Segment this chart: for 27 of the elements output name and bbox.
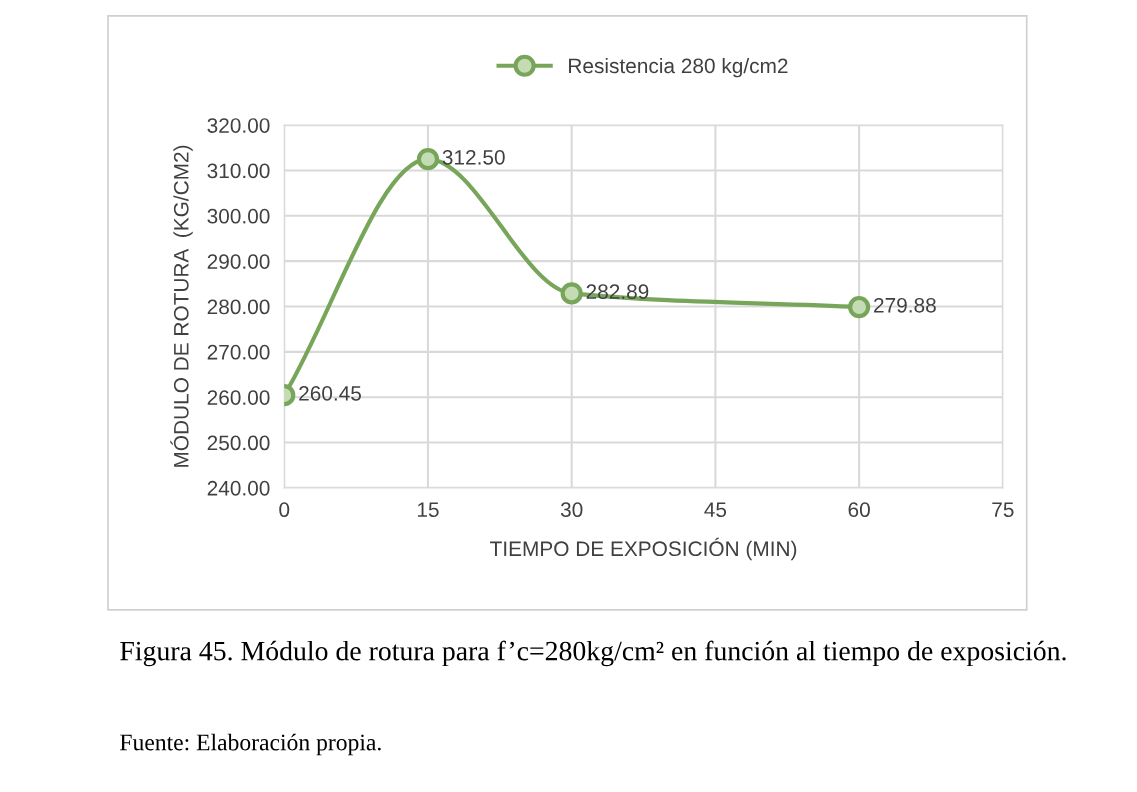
y-axis-title: MÓDULO DE ROTURA (KG/CM2) xyxy=(170,145,193,467)
x-tick-label: 0 xyxy=(279,502,290,518)
point xyxy=(560,282,583,305)
data-label: 260.45 xyxy=(299,385,361,401)
text: Figura 45. Módulo de rotura para f’c=280kg/cm² en función al tiempo de exposición. xyxy=(120,640,1066,667)
y-tick-label: 320.00 xyxy=(207,118,270,133)
x-tick-label: 75 xyxy=(992,502,1014,518)
legend-label: Resistencia 280 kg/cm2 xyxy=(569,57,788,78)
source-note: Fuente: Elaboración propia. xyxy=(120,733,381,756)
x-tick-label: 15 xyxy=(417,502,439,518)
point xyxy=(416,148,440,171)
x-axis-title: TIEMPO DE EXPOSICIÓN (MIN) xyxy=(490,537,797,561)
data-label: 312.50 xyxy=(442,149,505,165)
y-tick-label: 260.00 xyxy=(207,390,270,405)
data-label: 282.89 xyxy=(586,284,649,299)
y-tick-label: 240.00 xyxy=(207,480,270,496)
x-tick-label: 45 xyxy=(704,502,727,518)
y-tick-label: 300.00 xyxy=(207,208,270,224)
y-tick-label: 310.00 xyxy=(207,163,270,179)
y-tick-label: 280.00 xyxy=(207,299,270,315)
x-tick-label: 60 xyxy=(848,502,870,518)
y-tick-label: 270.00 xyxy=(207,344,270,360)
y-tick-label: 290.00 xyxy=(207,254,270,269)
y-tick-label: 250.00 xyxy=(207,435,270,451)
data-label: 279.88 xyxy=(874,297,936,313)
x-tick-label: 30 xyxy=(560,502,583,518)
point xyxy=(848,295,871,319)
